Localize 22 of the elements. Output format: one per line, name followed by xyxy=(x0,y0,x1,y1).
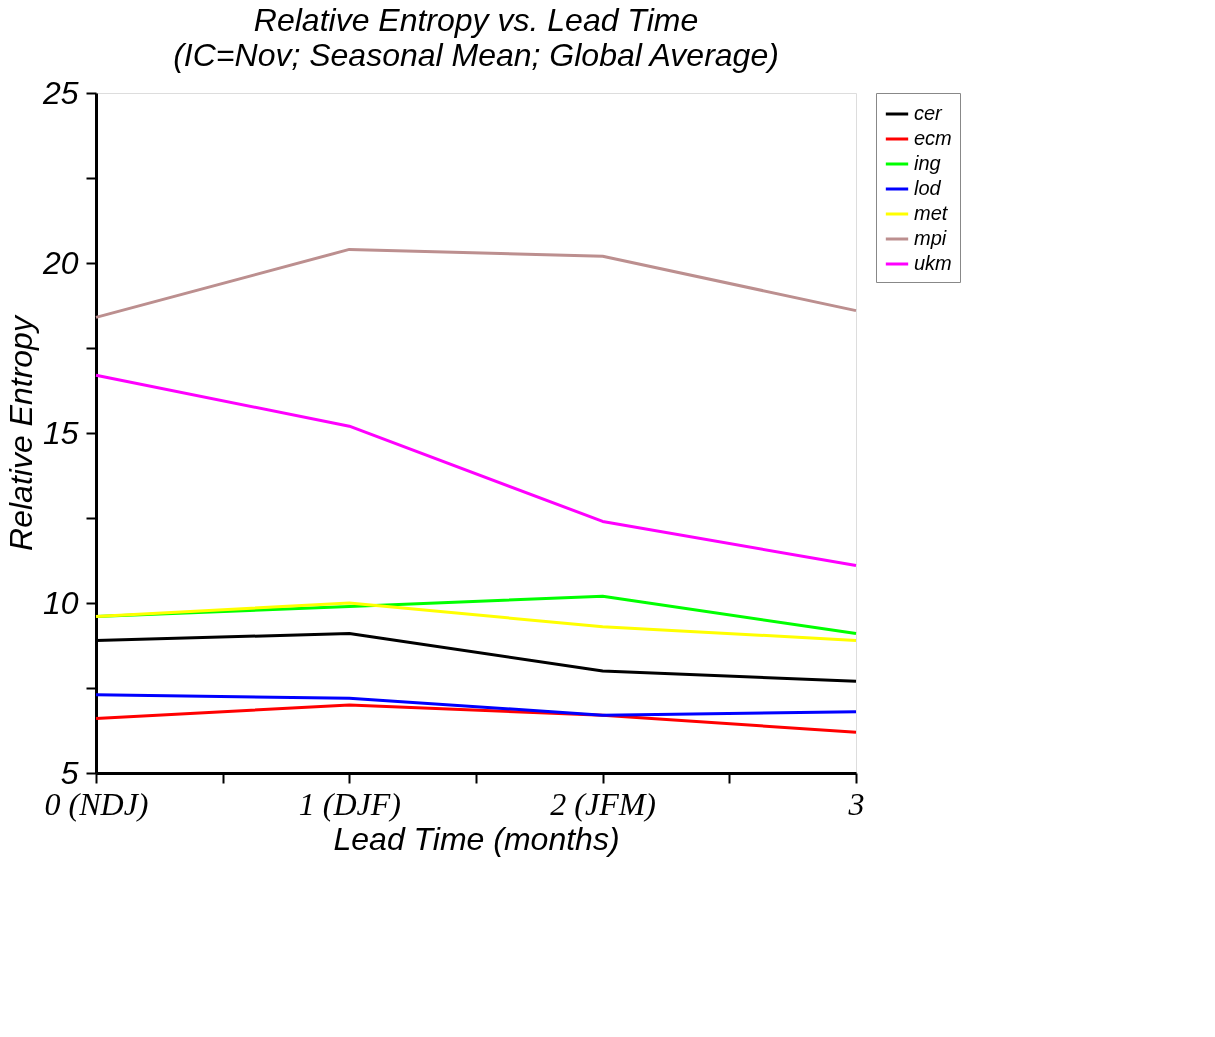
legend-label: ing xyxy=(914,152,941,174)
y-tick-label: 20 xyxy=(41,244,79,281)
chart-subtitle: (IC=Nov; Seasonal Mean; Global Average) xyxy=(173,37,779,73)
y-axis-title: Relative Entropy xyxy=(2,314,39,551)
legend-label: ecm xyxy=(914,127,952,149)
line-series xyxy=(94,373,858,568)
line-series xyxy=(94,693,858,717)
x-tick-label: 2 (JFM) xyxy=(550,785,657,822)
legend-label: ukm xyxy=(914,252,952,274)
line-series xyxy=(94,703,858,734)
line-series xyxy=(94,247,858,319)
legend-label: cer xyxy=(914,102,944,124)
y-tick-label: 25 xyxy=(41,74,79,111)
line-series xyxy=(94,601,858,642)
x-tick-label: 3 xyxy=(847,785,865,822)
legend-label: mpi xyxy=(914,227,947,249)
legend-label: lod xyxy=(914,177,942,199)
legend-label: met xyxy=(914,202,949,224)
x-tick-label: 1 (DJF) xyxy=(298,785,401,822)
y-tick-label: 10 xyxy=(42,584,79,621)
y-tick-label: 15 xyxy=(42,414,79,451)
chart-title: Relative Entropy vs. Lead Time xyxy=(253,2,699,38)
